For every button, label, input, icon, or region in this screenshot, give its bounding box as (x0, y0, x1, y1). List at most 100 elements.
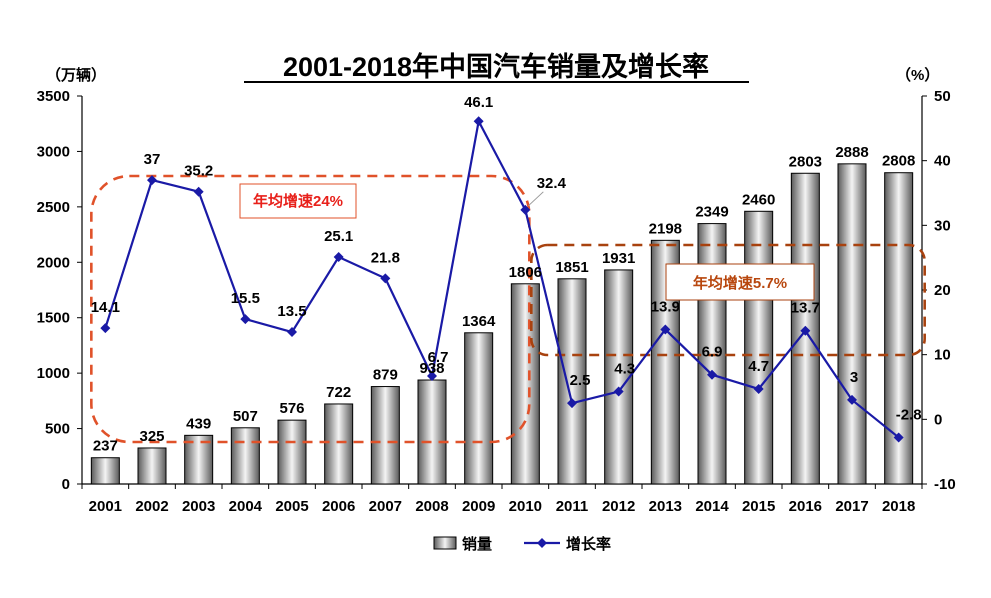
annotation-2-box (665, 263, 815, 301)
growth-value-label: 46.1 (464, 94, 493, 111)
growth-point-2006 (333, 252, 344, 263)
growth-point-2009 (473, 116, 484, 127)
legend-line-label: 增长率 (566, 535, 611, 553)
x-tick-label: 2001 (89, 498, 122, 515)
bar-2005 (277, 419, 307, 485)
left-tick-label: 1000 (37, 365, 70, 382)
bar-value-label: 2349 (695, 204, 728, 221)
bar-2017 (837, 163, 867, 485)
growth-value-label: 4.3 (614, 361, 635, 378)
left-tick-label: 3000 (37, 143, 70, 160)
bar-value-label: 1851 (555, 259, 588, 276)
label-leader-line (527, 191, 544, 207)
growth-point-2011 (567, 398, 577, 409)
left-tick-label: 3500 (37, 88, 70, 105)
x-tick-label: 2015 (742, 498, 775, 515)
bar-value-label: 2460 (742, 191, 775, 208)
right-tick-label: 20 (934, 282, 951, 299)
x-tick-label: 2012 (602, 498, 635, 515)
x-tick-label: 2003 (182, 498, 215, 515)
growth-value-label: 6.9 (702, 344, 723, 361)
left-tick-label: 1500 (37, 310, 70, 327)
bar-value-label: 237 (93, 438, 118, 455)
bar-value-label: 938 (419, 360, 444, 377)
growth-point-2003 (193, 186, 204, 197)
left-axis-unit: （万辆） (46, 66, 106, 84)
axes: 0 500 1000 1500 2000 2500 3000 3500 -10 0 10 20 30 40… (37, 88, 956, 515)
growth-point-2008 (427, 371, 437, 382)
x-tick-label: 2018 (882, 498, 915, 515)
growth-value-label: 21.8 (371, 249, 400, 266)
bar-2007 (370, 386, 400, 485)
bar-2006 (324, 403, 354, 485)
growth-point-2015 (753, 383, 764, 394)
growth-value-label: 35.2 (184, 163, 213, 180)
growth-point-2017 (847, 394, 857, 405)
x-tick-label: 2009 (462, 498, 495, 515)
bar-value-label: 325 (139, 428, 164, 445)
growth-point-2013 (660, 324, 671, 335)
growth-value-label: 15.5 (231, 290, 260, 307)
growth-value-label: 4.7 (748, 358, 769, 375)
growth-value-label: 6.7 (428, 349, 449, 366)
legend-bar-swatch (433, 536, 457, 550)
annotation-boxes: 年均增速24% 年均增速5.7% (90, 174, 926, 444)
x-tick-label: 2005 (275, 498, 308, 515)
x-tick-label: 2007 (369, 498, 402, 515)
annotation-2-text: 年均增速5.7% (693, 274, 787, 292)
left-tick-label: 500 (45, 421, 70, 438)
right-tick-label: -10 (934, 476, 956, 493)
growth-point-2005 (287, 327, 297, 338)
growth-value-label: 37 (144, 151, 161, 168)
bar-value-label: 722 (326, 384, 351, 401)
line-series (100, 116, 904, 443)
bar-value-label: 2888 (835, 144, 868, 161)
right-axis-unit: （%） (896, 66, 939, 84)
right-tick-label: 0 (934, 411, 942, 428)
bar-value-label: 1931 (602, 250, 635, 267)
growth-value-label: 2.5 (570, 372, 591, 389)
x-tick-label: 2011 (556, 498, 589, 515)
bar-value-label: 439 (186, 415, 211, 432)
bar-value-label: 1364 (462, 313, 496, 330)
bar-2010 (510, 283, 540, 485)
right-tick-label: 40 (934, 153, 951, 170)
bar-value-label: 507 (233, 408, 258, 425)
growth-point-2016 (800, 325, 811, 336)
growth-point-2010 (520, 204, 531, 215)
x-tick-label: 2002 (135, 498, 168, 515)
left-tick-label: 2000 (37, 254, 70, 271)
bar-2002 (137, 447, 167, 485)
bar-value-label: 2808 (882, 153, 915, 170)
x-tick-label: 2008 (415, 498, 448, 515)
growth-value-label: 13.7 (791, 300, 820, 317)
growth-point-2007 (380, 273, 391, 284)
legend: 销量 增长率 (433, 535, 611, 553)
annotation-1-box (239, 183, 357, 219)
left-tick-label: 0 (62, 476, 70, 493)
right-tick-label: 50 (934, 88, 951, 105)
chart-title: 2001-2018年中国汽车销量及增长率 (283, 51, 709, 82)
bar-2012 (604, 269, 634, 485)
bar-value-label: 576 (279, 400, 304, 417)
bar-2011 (557, 278, 587, 485)
growth-point-2001 (100, 323, 111, 334)
growth-point-2004 (240, 314, 251, 325)
bar-2009 (464, 332, 494, 485)
x-tick-label: 2010 (509, 498, 542, 515)
legend-bar-label: 销量 (462, 535, 492, 553)
growth-value-label: 32.4 (537, 175, 567, 192)
growth-value-label: 25.1 (324, 228, 353, 245)
x-tick-label: 2013 (649, 498, 682, 515)
growth-point-2018 (893, 432, 904, 443)
bar-value-label: 879 (373, 367, 398, 384)
x-tick-label: 2016 (789, 498, 822, 515)
x-tick-label: 2014 (695, 498, 729, 515)
period-2-dashed-box (530, 243, 926, 357)
growth-point-2002 (147, 175, 157, 186)
bar-series (90, 163, 914, 485)
x-tick-label: 2006 (322, 498, 355, 515)
bar-2001 (90, 457, 120, 485)
